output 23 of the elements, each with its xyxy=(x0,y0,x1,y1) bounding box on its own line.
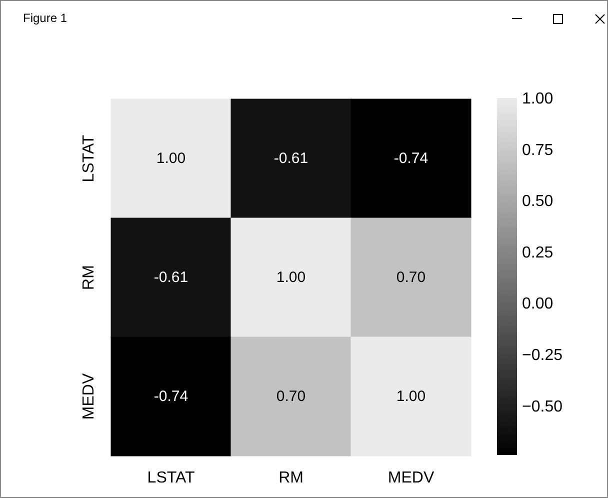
color-bar-label: 0.25 xyxy=(522,244,554,262)
color-bar-label: 0.00 xyxy=(522,296,554,313)
color-bar-label: 1.00 xyxy=(522,90,554,108)
data-label: 0.70 xyxy=(276,388,306,405)
data-label: 1.00 xyxy=(276,269,306,286)
color-bar-label: −0.25 xyxy=(522,346,563,364)
x-tick-label: RM xyxy=(278,470,304,486)
y-tick-label: LSTAT xyxy=(80,134,98,182)
color-bar-label: 0.75 xyxy=(522,142,554,159)
y-tick-label: MEDV xyxy=(80,373,98,420)
data-label: 0.70 xyxy=(396,269,426,286)
y-tick-label: RM xyxy=(80,265,98,290)
data-label: -0.74 xyxy=(154,388,188,405)
data-label: 1.00 xyxy=(396,388,426,405)
x-tick-label: MEDV xyxy=(388,470,434,486)
color-bar-label: 0.50 xyxy=(522,193,554,210)
data-label: -0.61 xyxy=(154,269,188,286)
color-bar-label: −0.50 xyxy=(522,398,563,416)
caption: Figure 1 xyxy=(23,11,68,25)
x-tick-label: LSTAT xyxy=(147,470,195,486)
data-label: 1.00 xyxy=(156,150,186,167)
data-label: -0.74 xyxy=(394,150,428,167)
data-label: -0.61 xyxy=(274,150,308,167)
